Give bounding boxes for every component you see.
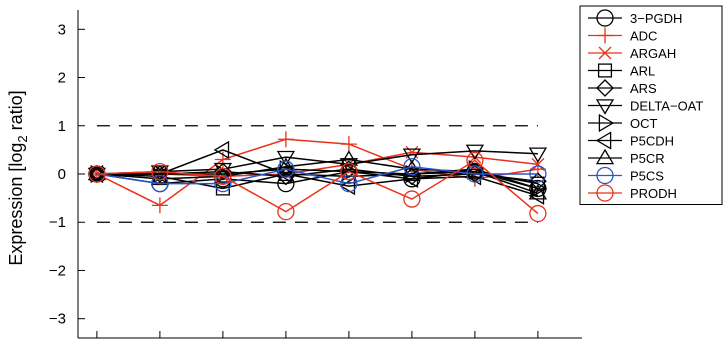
data-point <box>213 167 233 183</box>
data-point <box>529 165 547 183</box>
data-point <box>595 131 612 150</box>
legend-label: ARS <box>630 81 657 96</box>
data-point <box>340 136 357 153</box>
legend-item: ARL <box>588 63 655 79</box>
legend-item: P5CR <box>588 148 665 166</box>
data-point <box>277 131 294 148</box>
data-point <box>528 184 548 200</box>
legend-label: ARGAH <box>630 46 676 61</box>
legend: 3−PGDH ADC ARGAH ARL ARS DELTA−OAT OCT P5CDH P5C… <box>579 5 723 205</box>
data-point <box>528 172 547 191</box>
data-point <box>214 167 232 186</box>
data-point <box>150 169 170 186</box>
y-tick-label: 2 <box>58 70 66 87</box>
legend-label: PRODH <box>630 186 677 201</box>
data-point <box>465 162 485 178</box>
y-tick-label: −2 <box>49 262 66 279</box>
data-point <box>213 140 230 160</box>
data-point <box>402 148 422 164</box>
data-point <box>528 147 548 164</box>
data-point <box>214 174 232 193</box>
legend-label: OCT <box>630 116 658 131</box>
data-point <box>340 174 358 193</box>
data-point <box>88 165 106 183</box>
data-point <box>403 158 421 176</box>
data-point <box>90 164 107 184</box>
legend-item: 3−PGDH <box>588 9 682 27</box>
y-axis-label-tail: ratio] <box>6 90 26 135</box>
legend-label: P5CS <box>630 169 664 184</box>
y-axis-label: Expression [log2 ratio] <box>6 90 30 265</box>
data-point <box>276 157 296 174</box>
data-point <box>529 204 547 223</box>
data-point <box>277 160 295 178</box>
data-point <box>596 9 614 27</box>
data-point <box>531 157 545 171</box>
legend-item: ARGAH <box>588 46 676 61</box>
data-point <box>151 174 169 193</box>
data-point <box>596 166 614 185</box>
data-point <box>465 167 482 186</box>
data-point <box>276 150 296 167</box>
series-layer <box>87 131 548 223</box>
legend-label: 3−PGDH <box>630 11 682 26</box>
legend-item: ARS <box>588 79 657 97</box>
data-point <box>213 162 233 179</box>
legend-item: DELTA−OAT <box>588 99 703 115</box>
data-point <box>596 79 614 97</box>
data-point <box>465 144 485 161</box>
y-tick-label: 0 <box>58 166 66 183</box>
y-tick-label: 3 <box>58 21 66 38</box>
series-line <box>96 166 538 185</box>
data-point <box>151 162 169 181</box>
y-tick-label: −1 <box>49 214 66 231</box>
legend-item: P5CS <box>588 166 664 185</box>
data-point <box>466 165 484 183</box>
marker-stroke <box>531 157 545 171</box>
data-point <box>598 46 612 60</box>
legend-item: ADC <box>588 27 657 44</box>
y-tick-label: −3 <box>49 311 66 328</box>
series-line <box>96 168 539 190</box>
data-point <box>151 197 168 214</box>
legend-label: P5CR <box>630 151 665 166</box>
data-point <box>597 27 613 44</box>
marker-stroke <box>598 46 612 60</box>
series <box>88 151 547 223</box>
series-line <box>96 159 539 215</box>
data-point <box>87 164 107 181</box>
data-point <box>339 176 356 196</box>
legend-label: ADC <box>630 29 657 44</box>
axes: −3 −2 −1 0 1 2 3 <box>49 10 582 339</box>
data-point <box>597 63 613 78</box>
y-axis-label-main: Expression [log <box>6 143 26 266</box>
series-line <box>96 158 539 195</box>
legend-item: OCT <box>588 113 658 133</box>
data-point <box>277 202 295 221</box>
data-point <box>595 99 615 115</box>
legend-label: ARL <box>630 64 655 79</box>
legend-item: P5CDH <box>588 131 674 150</box>
data-point <box>595 148 615 165</box>
series <box>87 150 548 200</box>
data-point <box>339 150 359 166</box>
series-line <box>96 150 538 175</box>
reference-lines <box>96 125 538 223</box>
data-point <box>531 179 548 198</box>
y-axis-label-text: Expression [log2 ratio] <box>6 90 30 265</box>
y-axis-label-subscript: 2 <box>15 135 30 142</box>
series-line <box>96 149 539 197</box>
data-point <box>403 190 421 208</box>
legend-label: P5CDH <box>630 134 674 149</box>
data-point <box>277 174 295 193</box>
data-point <box>598 113 615 133</box>
legend-item: PRODH <box>588 184 677 202</box>
data-point <box>405 164 422 184</box>
legend-label: DELTA−OAT <box>630 99 703 114</box>
y-tick-label: 1 <box>58 118 66 135</box>
data-point <box>596 184 614 202</box>
data-point <box>466 151 484 170</box>
data-point <box>340 162 358 181</box>
